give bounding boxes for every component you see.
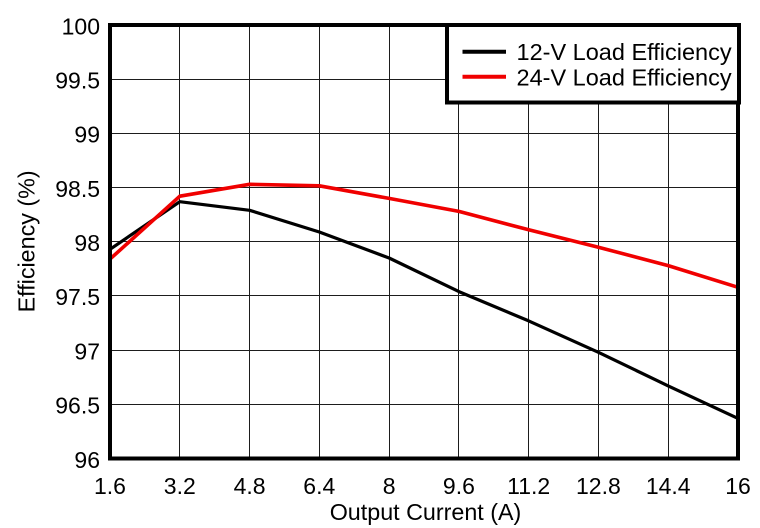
svg-text:97.5: 97.5 xyxy=(55,284,100,310)
svg-text:99: 99 xyxy=(74,122,100,148)
svg-text:96.5: 96.5 xyxy=(55,393,100,419)
svg-text:16: 16 xyxy=(725,473,751,499)
svg-text:9.6: 9.6 xyxy=(443,473,475,499)
svg-text:Efficiency (%): Efficiency (%) xyxy=(14,170,40,312)
svg-text:Output Current (A): Output Current (A) xyxy=(330,499,522,525)
svg-text:14.4: 14.4 xyxy=(646,473,691,499)
svg-text:4.8: 4.8 xyxy=(234,473,266,499)
svg-text:97: 97 xyxy=(74,338,100,364)
svg-text:98: 98 xyxy=(74,230,100,256)
svg-text:100: 100 xyxy=(62,13,100,39)
svg-text:6.4: 6.4 xyxy=(303,473,335,499)
svg-text:96: 96 xyxy=(74,447,100,473)
svg-text:8: 8 xyxy=(383,473,396,499)
svg-text:12-V Load Efficiency: 12-V Load Efficiency xyxy=(517,39,732,65)
svg-text:11.2: 11.2 xyxy=(507,473,550,499)
svg-text:98.5: 98.5 xyxy=(55,176,100,202)
svg-text:1.6: 1.6 xyxy=(94,473,126,499)
svg-text:12.8: 12.8 xyxy=(576,473,621,499)
svg-text:3.2: 3.2 xyxy=(164,473,196,499)
svg-text:24-V Load Efficiency: 24-V Load Efficiency xyxy=(517,65,732,91)
svg-text:99.5: 99.5 xyxy=(55,68,100,94)
